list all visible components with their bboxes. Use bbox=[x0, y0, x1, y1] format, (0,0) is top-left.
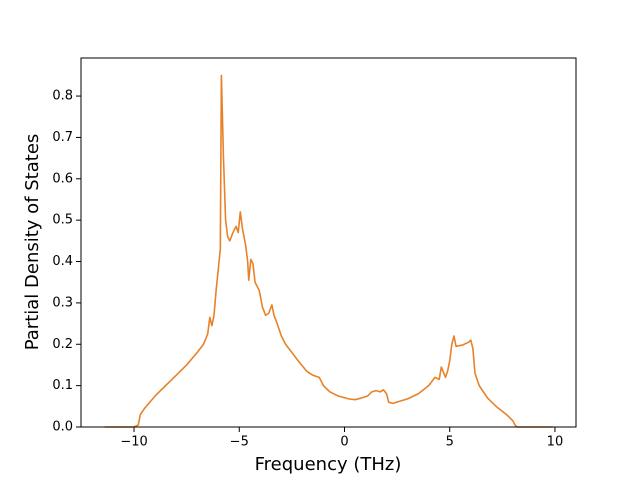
x-tick-label: −5 bbox=[230, 435, 249, 450]
y-tick-label: 0.5 bbox=[52, 213, 73, 228]
x-axis-label: Frequency (THz) bbox=[255, 454, 402, 475]
y-tick-label: 0.1 bbox=[52, 378, 73, 393]
x-tick-label: 0 bbox=[340, 435, 348, 450]
x-tick-label: −10 bbox=[120, 435, 147, 450]
y-tick-label: 0.3 bbox=[52, 295, 73, 310]
y-tick-label: 0.0 bbox=[52, 420, 73, 435]
x-tick-label: 10 bbox=[547, 435, 564, 450]
y-tick-label: 0.4 bbox=[52, 254, 73, 269]
x-tick-label: 5 bbox=[446, 435, 454, 450]
y-tick-label: 0.8 bbox=[52, 89, 73, 104]
y-tick-label: 0.6 bbox=[52, 171, 73, 186]
data-line bbox=[104, 74, 553, 428]
y-axis-label: Partial Density of States bbox=[22, 134, 43, 351]
y-tick-label: 0.2 bbox=[52, 337, 73, 352]
y-tick-label: 0.7 bbox=[52, 130, 73, 145]
plot-frame bbox=[80, 57, 577, 428]
